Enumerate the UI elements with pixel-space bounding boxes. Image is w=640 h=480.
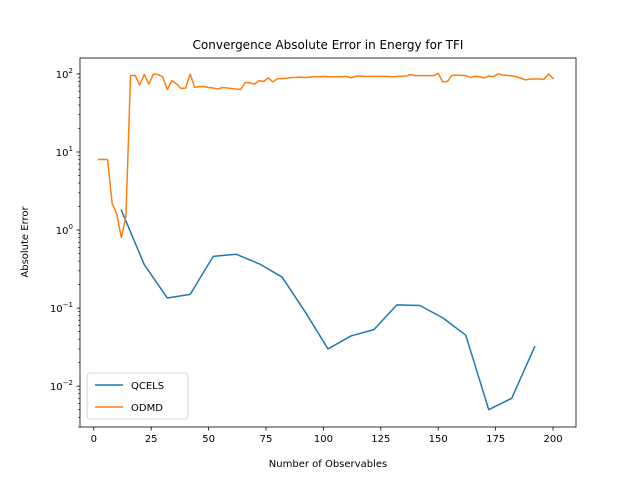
x-tick-label: 50 [202, 434, 215, 445]
y-tick-exponent: 2 [69, 67, 73, 75]
x-tick-label: 200 [543, 434, 562, 445]
y-tick-label: 10−1 [50, 301, 73, 315]
legend-label-odmd: ODMD [131, 403, 163, 414]
x-axis: 0 25 50 75 100 125 150 175 200 [91, 427, 563, 445]
x-tick-label: 25 [145, 434, 158, 445]
x-tick-label: 150 [429, 434, 448, 445]
x-tick-label: 175 [486, 434, 505, 445]
y-tick-label: 10−2 [50, 379, 73, 393]
series-line-qcels [120, 209, 536, 411]
y-tick-label: 101 [56, 145, 73, 159]
y-tick-exponent: −1 [63, 301, 73, 309]
axes-frame [79, 57, 577, 428]
legend: QCELS ODMD [86, 372, 189, 420]
x-tick-label: 0 [91, 434, 97, 445]
y-tick-base: 10 [56, 226, 69, 237]
y-tick-label: 100 [56, 223, 73, 237]
y-tick-exponent: −2 [63, 379, 73, 387]
y-tick-exponent: 1 [69, 145, 73, 153]
y-tick-base: 10 [56, 70, 69, 81]
series-line-odmd [97, 72, 555, 239]
series-layer [97, 72, 555, 411]
y-axis-title: Absolute Error [20, 205, 31, 277]
y-tick-exponent: 0 [69, 223, 73, 231]
plot-area [79, 57, 577, 428]
x-tick-label: 75 [260, 434, 273, 445]
y-tick-base: 10 [56, 148, 69, 159]
x-axis-title: Number of Observables [269, 459, 387, 470]
x-tick-label: 125 [371, 434, 390, 445]
x-tick-label: 100 [314, 434, 333, 445]
y-tick-label: 102 [56, 67, 73, 81]
y-tick-base: 10 [50, 382, 63, 393]
y-tick-base: 10 [50, 304, 63, 315]
chart-title: Convergence Absolute Error in Energy for… [193, 38, 464, 52]
legend-label-qcels: QCELS [131, 381, 164, 392]
